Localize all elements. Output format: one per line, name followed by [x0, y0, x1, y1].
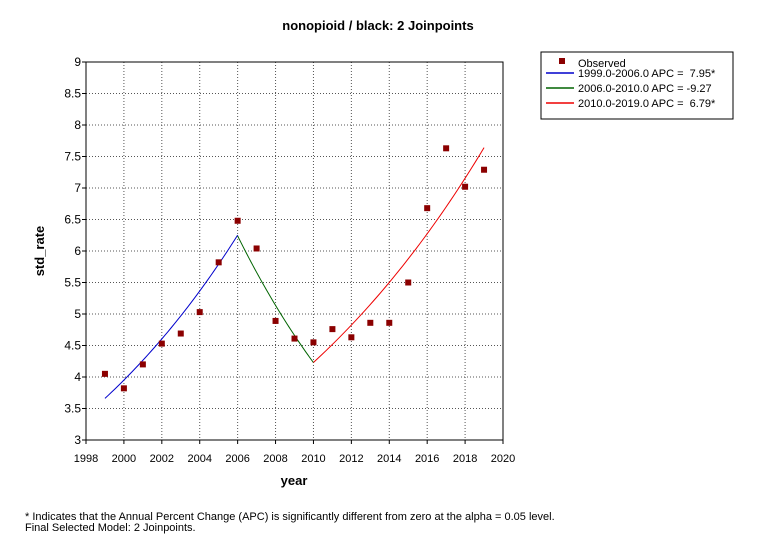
legend-observed-label: Observed: [578, 58, 626, 70]
x-axis-label: year: [281, 473, 308, 488]
chart-title: nonopioid / black: 2 Joinpoints: [282, 18, 473, 33]
x-axis-ticks: 1998 2000 2002 2004 2006 2008 2010 2012 2014 2016…: [74, 440, 515, 465]
y-tick-label: 9: [74, 55, 81, 69]
x-tick-label: 2020: [491, 453, 515, 465]
legend-segment-label: 2010.0-2019.0 APC = 6.79*: [578, 98, 716, 110]
observed-point: [234, 217, 241, 224]
y-tick-label: 7: [74, 181, 81, 195]
y-tick-label: 8.5: [64, 87, 81, 101]
legend-segment-label: 2006.0-2010.0 APC = -9.27: [578, 83, 712, 95]
y-tick-label: 8: [74, 118, 81, 132]
observed-point: [329, 326, 336, 333]
observed-points: [101, 145, 488, 392]
y-tick-label: 4.5: [64, 339, 81, 353]
footnote-apc: * Indicates that the Annual Percent Chan…: [25, 511, 555, 523]
observed-point: [348, 334, 355, 341]
x-tick-label: 2000: [112, 453, 136, 465]
x-tick-label: 2002: [150, 453, 174, 465]
observed-point: [215, 259, 222, 266]
joinpoint-segments: [104, 147, 485, 399]
observed-point: [139, 361, 146, 368]
y-tick-label: 6: [74, 244, 81, 258]
grid: [86, 62, 503, 440]
legend-segment-label: 1999.0-2006.0 APC = 7.95*: [578, 68, 716, 80]
observed-point: [272, 317, 279, 324]
x-tick-label: 1998: [74, 453, 98, 465]
observed-point: [120, 385, 127, 392]
x-tick-label: 2008: [263, 453, 287, 465]
observed-point: [291, 335, 298, 342]
observed-point: [443, 145, 450, 152]
x-tick-label: 2010: [301, 453, 325, 465]
segment-line: [313, 147, 485, 363]
y-tick-label: 7.5: [64, 150, 81, 164]
x-tick-label: 2012: [339, 453, 363, 465]
observed-point: [424, 205, 431, 212]
y-tick-label: 3: [74, 433, 81, 447]
observed-point: [386, 319, 393, 326]
legend-box: [540, 51, 734, 120]
observed-point: [101, 370, 108, 377]
footnote-final-model: Final Selected Model: 2 Joinpoints.: [25, 522, 196, 534]
segment-line: [237, 235, 314, 363]
segment-line: [104, 234, 239, 399]
legend-observed-marker: [559, 58, 565, 64]
observed-point: [367, 319, 374, 326]
observed-point: [462, 183, 469, 190]
observed-point: [310, 339, 317, 346]
y-tick-label: 4: [74, 370, 81, 384]
x-tick-label: 2014: [377, 453, 401, 465]
observed-point: [481, 166, 488, 173]
observed-point: [158, 340, 165, 347]
x-tick-label: 2004: [187, 453, 211, 465]
y-axis-ticks: 3 3.5 4 4.5 5 5.5 6 6.5 7 7.5 8 8.5 9: [64, 55, 86, 447]
x-tick-label: 2016: [415, 453, 439, 465]
x-tick-label: 2018: [453, 453, 477, 465]
y-tick-label: 5: [74, 307, 81, 321]
observed-point: [253, 245, 260, 252]
y-tick-label: 5.5: [64, 276, 81, 290]
observed-point: [196, 309, 203, 316]
observed-point: [405, 279, 412, 286]
y-tick-label: 3.5: [64, 402, 81, 416]
observed-point: [177, 330, 184, 337]
x-tick-label: 2006: [225, 453, 249, 465]
y-tick-label: 6.5: [64, 213, 81, 227]
y-axis-label: std_rate: [32, 226, 47, 277]
